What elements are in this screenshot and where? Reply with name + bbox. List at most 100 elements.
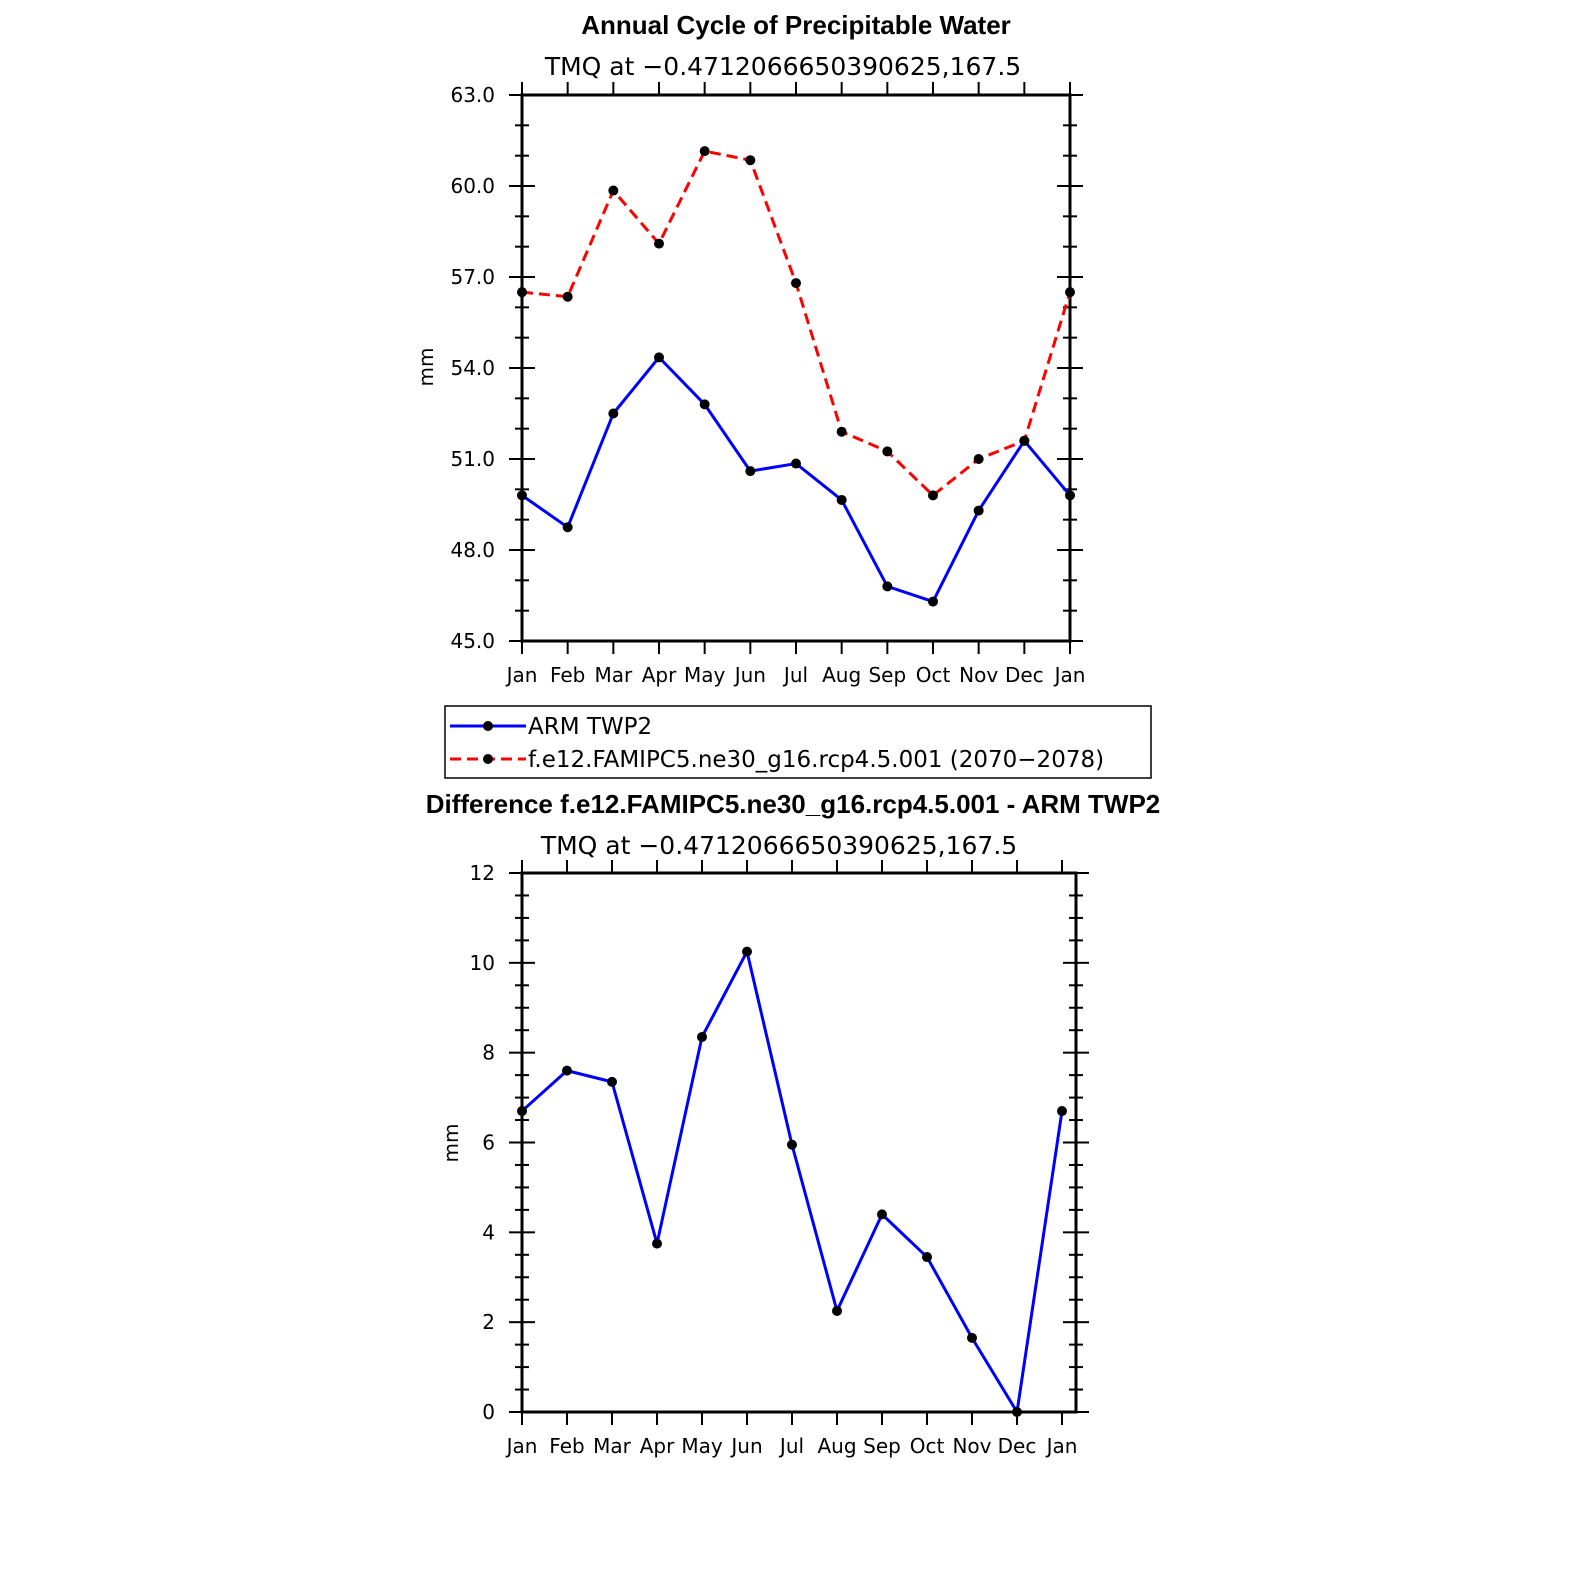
- data-point: [608, 185, 619, 196]
- x-tick-label: Apr: [642, 663, 677, 687]
- data-point: [654, 352, 664, 363]
- x-tick-label: Dec: [1005, 663, 1044, 687]
- series-line: [521, 149, 1072, 497]
- data-point: [877, 1209, 887, 1220]
- data-point: [1012, 1407, 1022, 1417]
- chart-subtitle: TMQ at −0.4712066650390625,167.5: [540, 831, 1017, 860]
- y-tick-label: 0: [482, 1400, 495, 1424]
- y-tick-label: 60.0: [450, 174, 495, 198]
- y-tick-labels: 0 2 4 6 8 10 12: [470, 861, 495, 1424]
- y-tick-label: 51.0: [450, 447, 495, 471]
- legend-label: f.e12.FAMIPC5.ne30_g16.rcp4.5.001 (2070−…: [528, 747, 1104, 773]
- data-point: [562, 291, 573, 302]
- x-tick-label: Oct: [916, 663, 951, 687]
- data-point: [1065, 287, 1075, 298]
- x-tick-label: Jan: [505, 1434, 538, 1458]
- x-tick-label: Jul: [778, 1434, 804, 1458]
- x-tick-label: Jul: [782, 663, 808, 687]
- y-axis-label: mm: [439, 1124, 463, 1163]
- y-axis-label: mm: [414, 348, 438, 387]
- data-point: [517, 490, 527, 501]
- data-point: [654, 238, 664, 249]
- legend-item-model: f.e12.FAMIPC5.ne30_g16.rcp4.5.001 (2070−…: [450, 747, 1104, 773]
- chart-annual-cycle: Annual Cycle of Precipitable Water TMQ a…: [414, 10, 1085, 687]
- data-point: [607, 1076, 617, 1087]
- x-tick-label: Aug: [822, 663, 861, 687]
- data-point: [652, 1238, 662, 1249]
- data-point: [973, 505, 984, 516]
- data-point: [836, 494, 847, 505]
- data-point: [699, 146, 710, 157]
- legend-box: [444, 705, 1152, 779]
- data-point: [608, 408, 619, 419]
- data-point: [745, 155, 756, 166]
- data-point: [967, 1332, 977, 1343]
- data-point: [699, 399, 710, 410]
- x-tick-label: Apr: [640, 1434, 675, 1458]
- data-point: [745, 466, 756, 477]
- x-tick-label: Jun: [729, 1434, 762, 1458]
- y-tick-label: 8: [482, 1041, 495, 1065]
- x-tick-label: Mar: [594, 663, 633, 687]
- x-tick-labels: Jan Feb Mar Apr May Jun Jul Aug Sep Oct Nov Dec Jan: [505, 1434, 1078, 1458]
- y-tick-label: 63.0: [450, 83, 495, 107]
- y-tick-label: 4: [482, 1220, 495, 1244]
- chart-difference: Difference f.e12.FAMIPC5.ne30_g16.rcp4.5…: [426, 789, 1161, 1458]
- y-tick-label: 48.0: [450, 538, 495, 562]
- plot-frame: [520, 871, 1078, 1414]
- x-tick-label: May: [684, 663, 726, 687]
- axis-ticks: [509, 82, 1083, 654]
- x-tick-label: Sep: [863, 1434, 901, 1458]
- plot-frame: [520, 93, 1072, 643]
- data-point: [1057, 1106, 1067, 1117]
- data-point: [973, 454, 984, 464]
- axis-ticks: [509, 860, 1089, 1425]
- legend-marker: [483, 754, 493, 764]
- data-point: [791, 278, 801, 289]
- data-point: [517, 1106, 527, 1117]
- y-tick-label: 6: [482, 1131, 495, 1155]
- chart-title: Difference f.e12.FAMIPC5.ne30_g16.rcp4.5…: [426, 789, 1161, 819]
- data-point: [791, 458, 801, 469]
- data-point: [922, 1252, 932, 1263]
- y-tick-labels: 45.0 48.0 51.0 54.0 57.0 60.0 63.0: [450, 83, 495, 653]
- data-point: [562, 1065, 572, 1076]
- data-point: [697, 1031, 707, 1042]
- x-tick-label: Feb: [549, 1434, 584, 1458]
- chart-title: Annual Cycle of Precipitable Water: [581, 10, 1011, 40]
- x-tick-label: Nov: [952, 1434, 991, 1458]
- series-layer: [517, 946, 1067, 1417]
- x-tick-label: Jan: [505, 663, 538, 687]
- data-point: [882, 581, 893, 592]
- y-tick-label: 57.0: [450, 265, 495, 289]
- legend: ARM TWP2 f.e12.FAMIPC5.ne30_g16.rcp4.5.0…: [444, 705, 1152, 779]
- y-tick-label: 2: [482, 1310, 495, 1334]
- x-tick-labels: Jan Feb Mar Apr May Jun Jul Aug Sep Oct Nov Dec Jan: [505, 663, 1086, 687]
- x-tick-label: Nov: [959, 663, 998, 687]
- x-tick-label: May: [681, 1434, 723, 1458]
- series-line: [520, 950, 1064, 1414]
- legend-marker: [483, 721, 493, 731]
- data-point: [882, 446, 893, 457]
- series-line: [521, 355, 1072, 604]
- x-tick-label: Jun: [733, 663, 766, 687]
- x-tick-label: Mar: [593, 1434, 632, 1458]
- x-tick-label: Jan: [1053, 663, 1086, 687]
- x-tick-label: Jan: [1045, 1434, 1078, 1458]
- chart-subtitle: TMQ at −0.4712066650390625,167.5: [544, 52, 1021, 81]
- data-point: [832, 1305, 842, 1316]
- data-point: [928, 596, 938, 607]
- data-point: [1065, 490, 1075, 501]
- legend-item-arm: ARM TWP2: [450, 714, 652, 740]
- data-point: [787, 1139, 797, 1150]
- data-point: [742, 946, 752, 957]
- data-point: [517, 287, 527, 298]
- data-point: [1019, 435, 1030, 446]
- x-tick-label: Aug: [817, 1434, 856, 1458]
- y-tick-label: 10: [470, 951, 495, 975]
- y-tick-label: 54.0: [450, 356, 495, 380]
- x-tick-label: Sep: [868, 663, 906, 687]
- x-tick-label: Dec: [998, 1434, 1037, 1458]
- data-point: [562, 522, 573, 533]
